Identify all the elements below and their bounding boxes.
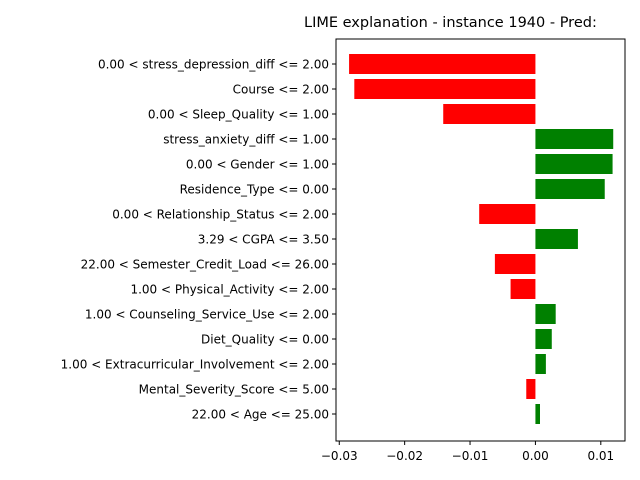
chart-title: LIME explanation - instance 1940 - Pred: <box>304 15 597 31</box>
category-label: Course <= 2.00 <box>233 83 329 97</box>
x-tick-label: −0.03 <box>321 449 358 463</box>
category-label: Mental_Severity_Score <= 5.00 <box>139 383 329 397</box>
bar <box>535 329 552 349</box>
category-label: 0.00 < Sleep_Quality <= 1.00 <box>148 108 329 122</box>
category-label: Residence_Type <= 0.00 <box>180 183 329 197</box>
category-label: 1.00 < Extracurricular_Involvement <= 2.… <box>61 358 329 372</box>
category-label: 1.00 < Physical_Activity <= 2.00 <box>130 283 329 297</box>
category-label: Diet_Quality <= 0.00 <box>201 333 329 347</box>
bar <box>443 104 536 124</box>
category-label: 0.00 < stress_depression_diff <= 2.00 <box>98 58 329 72</box>
bar <box>535 354 546 374</box>
category-label: 1.00 < Counseling_Service_Use <= 2.00 <box>85 308 329 322</box>
x-axis: −0.03 −0.02 −0.01 0.00 0.01 <box>321 441 614 463</box>
category-label: 22.00 < Semester_Credit_Load <= 26.00 <box>81 258 329 272</box>
category-labels: 0.00 < stress_depression_diff <= 2.00 Cou… <box>61 58 336 422</box>
category-label: 0.00 < Gender <= 1.00 <box>186 158 329 172</box>
bar <box>354 79 536 99</box>
bars-group <box>349 54 614 424</box>
bar <box>535 229 578 249</box>
bar <box>526 379 536 399</box>
x-tick-label: 0.01 <box>587 449 614 463</box>
x-tick-label: −0.01 <box>452 449 489 463</box>
category-label: 0.00 < Relationship_Status <= 2.00 <box>112 208 329 222</box>
bar <box>510 279 536 299</box>
x-tick-label: 0.00 <box>522 449 549 463</box>
category-label: 22.00 < Age <= 25.00 <box>192 408 329 422</box>
bar <box>535 129 614 149</box>
category-label: stress_anxiety_diff <= 1.00 <box>163 133 329 147</box>
bar <box>535 404 540 424</box>
bar <box>535 304 556 324</box>
bar <box>494 254 536 274</box>
plot-frame <box>335 38 626 442</box>
bar <box>349 54 536 74</box>
bar <box>535 179 605 199</box>
category-label: 3.29 < CGPA <= 3.50 <box>198 233 329 247</box>
bar <box>535 154 613 174</box>
bar <box>479 204 536 224</box>
x-tick-label: −0.02 <box>386 449 423 463</box>
